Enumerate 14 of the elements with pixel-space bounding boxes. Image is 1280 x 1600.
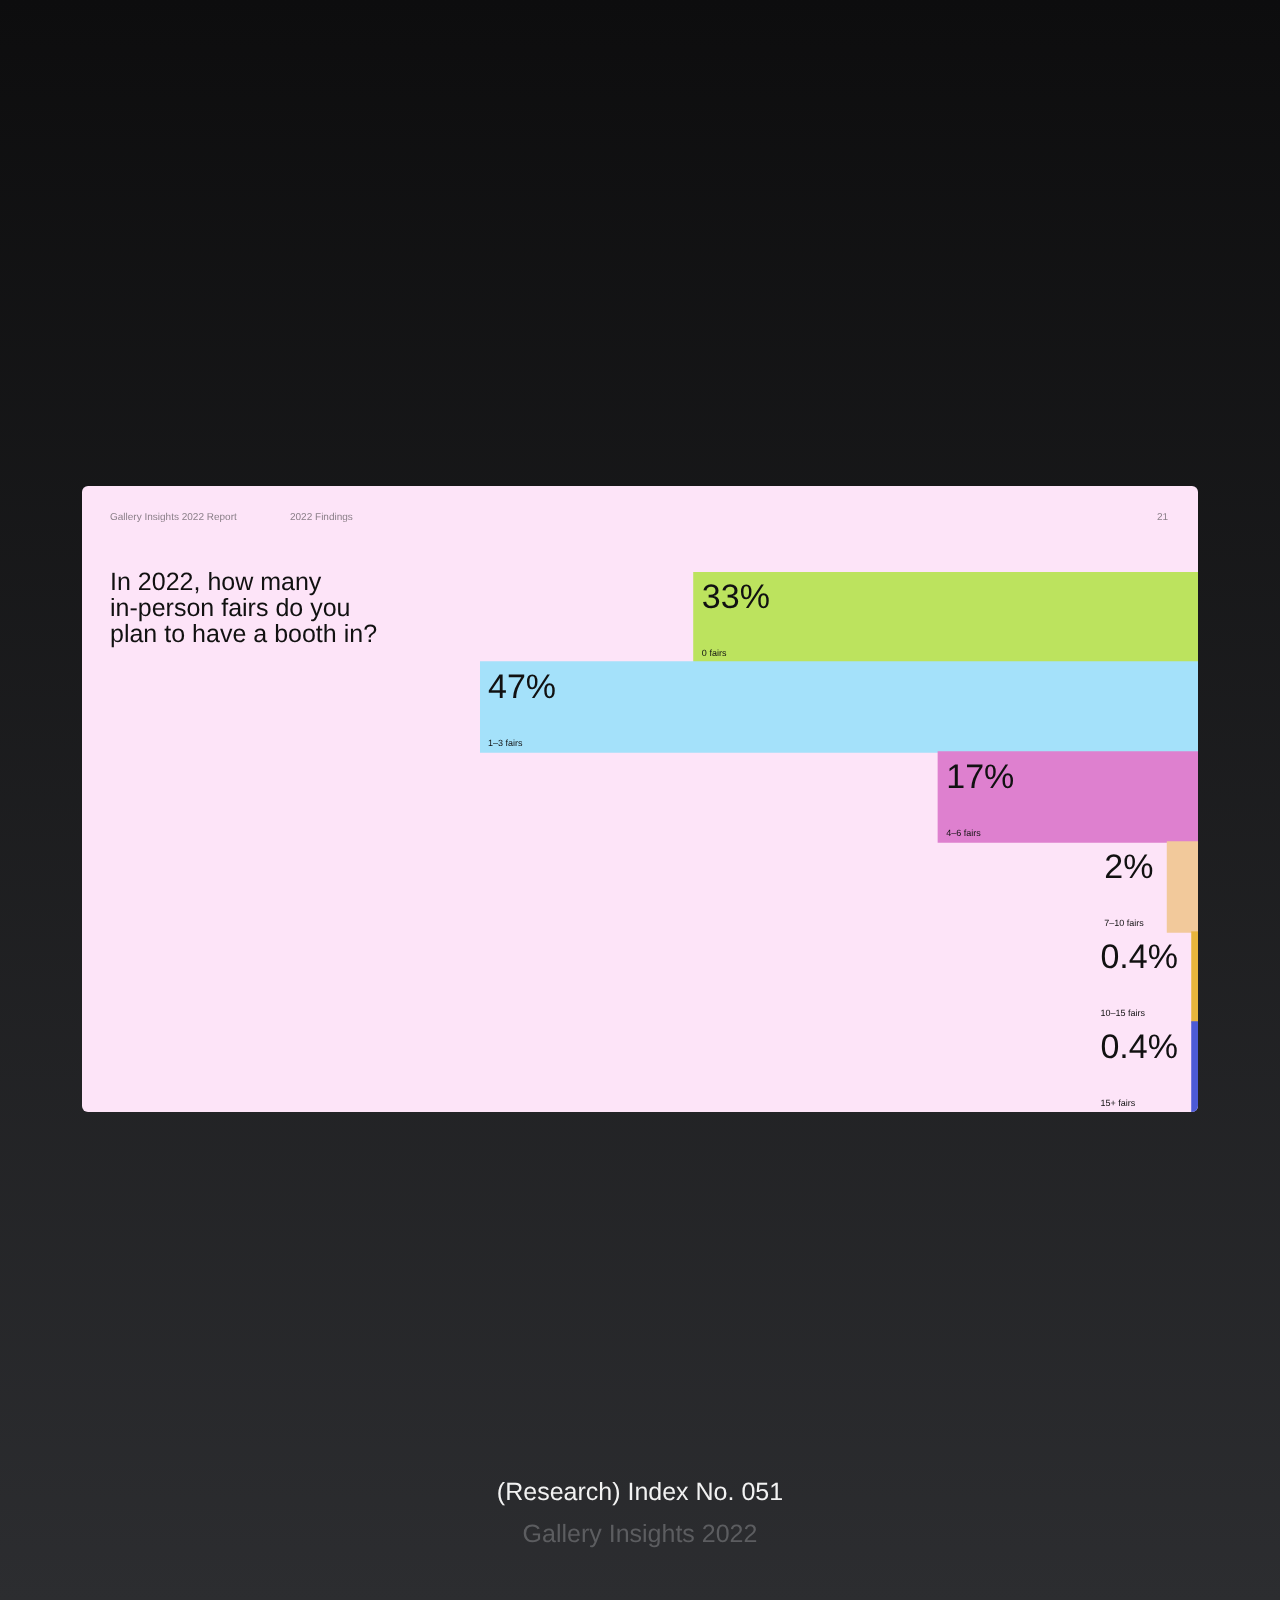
data-label: 0.4%: [1100, 938, 1178, 976]
bar: [937, 751, 1198, 843]
bar: [1191, 931, 1198, 1023]
data-label: 47%: [488, 668, 557, 706]
text: (Research) Index No. 051: [494, 1478, 786, 1506]
bar: [1166, 841, 1198, 933]
data-label: 17%: [946, 758, 1015, 796]
data-label: 0.4%: [1100, 1028, 1178, 1066]
bar: [693, 572, 1198, 663]
chart-title: In 2022, how many in-person fairs do you plan to have a booth in?: [110, 568, 378, 648]
data-label: 2%: [1104, 848, 1154, 886]
bar: [480, 661, 1198, 753]
data-label: 33%: [701, 578, 770, 616]
bar: [1191, 1021, 1198, 1112]
